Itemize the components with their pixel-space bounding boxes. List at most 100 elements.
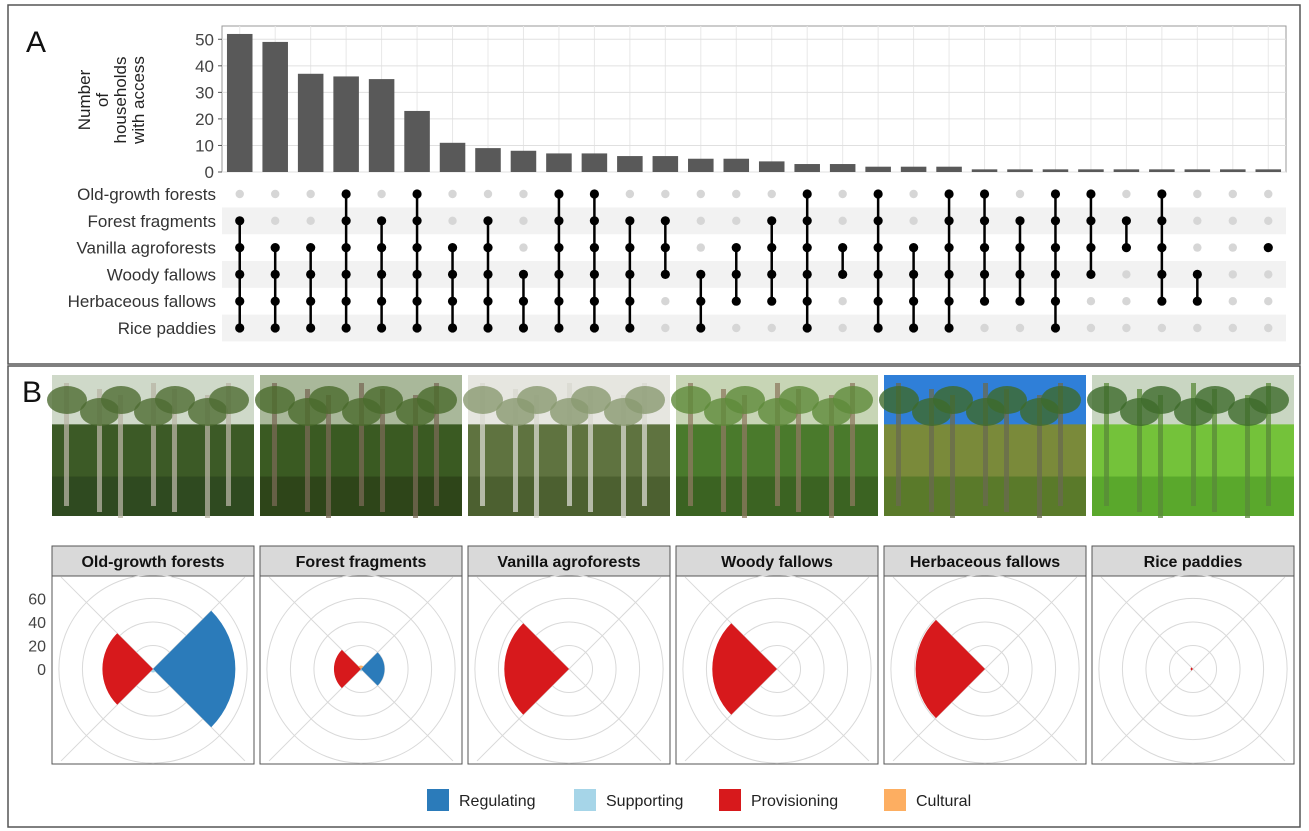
matrix-dot-empty: [271, 189, 280, 199]
facet-header: [51, 545, 255, 577]
photo-canopy: [309, 386, 349, 414]
y-axis-label-line: households: [111, 57, 130, 144]
matrix-dot-filled: [660, 269, 670, 279]
matrix-dot-filled: [909, 269, 919, 279]
matrix-dot-filled: [412, 216, 422, 226]
matrix-dot-empty: [1264, 270, 1273, 279]
polar-gridline: [58, 574, 248, 764]
photo-canopy: [1087, 386, 1127, 414]
facet-title: Forest fragments: [296, 554, 427, 571]
matrix-dot-filled: [731, 296, 741, 306]
y-tick-label: 50: [195, 30, 214, 49]
matrix-dot-filled: [731, 243, 741, 253]
polar-gridline: [913, 597, 1057, 741]
polar-wedge-provisioning: [712, 623, 777, 715]
photo-trunk: [413, 395, 418, 518]
photo-canopy: [155, 386, 195, 414]
legend-label: Cultural: [916, 793, 971, 810]
photo-trunk: [151, 383, 156, 506]
photo-trunk: [929, 389, 934, 512]
photo-trunk: [1245, 395, 1250, 518]
matrix-dot-filled: [306, 243, 316, 253]
panel-a-frame: [7, 4, 1301, 365]
matrix-dot-filled: [1050, 243, 1061, 253]
polar-wedge-regulating: [360, 652, 385, 686]
habitat-photo: [1087, 375, 1294, 518]
matrix-dot-filled: [625, 296, 635, 306]
matrix-dot-filled: [377, 243, 387, 253]
matrix-dot-filled: [235, 323, 245, 333]
matrix-dot-filled: [341, 216, 351, 226]
polar-gridline: [890, 574, 1080, 764]
matrix-dot-filled: [412, 189, 422, 199]
bar: [829, 164, 856, 172]
intersection-bar-chart: 0 10 20 30 40 50 Numberofhouseholdswith access: [75, 25, 1287, 182]
matrix-dot-filled: [1157, 216, 1167, 226]
matrix-dot-empty: [271, 216, 280, 225]
matrix-dot-filled: [802, 323, 812, 333]
photo-trunk: [64, 383, 69, 506]
matrix-dot-empty: [1228, 243, 1238, 252]
photo-canopy: [463, 386, 503, 414]
photo-trunk: [534, 395, 539, 518]
polar-gridline: [1145, 621, 1241, 717]
photo-canopy: [1141, 386, 1181, 414]
photo-canopy: [1195, 386, 1235, 414]
matrix-dot-filled: [341, 269, 351, 279]
set-label: Rice paddies: [118, 319, 216, 338]
y-tick-label: 0: [205, 163, 214, 182]
photo-trunk: [434, 383, 439, 506]
legend-swatch: [884, 789, 906, 811]
matrix-dot-empty: [1193, 323, 1202, 333]
bar: [546, 153, 572, 172]
photo-trunk: [359, 383, 364, 506]
matrix-dot-filled: [944, 269, 954, 279]
polar-wedge-supporting: [150, 669, 156, 673]
matrix-dot-filled: [1121, 216, 1131, 226]
matrix-dot-filled: [1157, 269, 1167, 279]
matrix-dot-filled: [731, 269, 741, 279]
facet-header: [259, 545, 463, 577]
matrix-dot-filled: [1015, 216, 1025, 226]
matrix-dot-empty: [1193, 216, 1202, 225]
matrix-dot-empty: [519, 189, 528, 199]
legend-swatch: [427, 789, 449, 811]
bar: [1113, 169, 1140, 172]
matrix-dot-filled: [554, 189, 564, 199]
bar: [1184, 169, 1211, 172]
matrix-dot-filled: [873, 243, 883, 253]
photo-canopy: [725, 386, 765, 414]
polar-gridline: [1121, 597, 1265, 741]
matrix-dot-filled: [625, 216, 635, 226]
photo-trunk: [1058, 383, 1063, 506]
matrix-dot-filled: [944, 296, 954, 306]
matrix-dot-filled: [1050, 269, 1061, 279]
set-label: Forest fragments: [88, 212, 217, 231]
matrix-dot-filled: [1050, 296, 1061, 306]
matrix-dot-filled: [1015, 243, 1025, 253]
polar-wedges: [102, 610, 236, 728]
photo-canopy: [209, 386, 249, 414]
matrix-dot-filled: [518, 296, 529, 306]
matrix-dot-filled: [447, 323, 458, 333]
matrix-dot-empty: [1122, 323, 1131, 333]
legend-label: Regulating: [459, 793, 536, 810]
photo-trunk: [796, 389, 801, 512]
matrix-row-band: [222, 314, 1286, 342]
matrix-dot-empty: [1264, 189, 1273, 199]
polar-gridline: [705, 597, 849, 741]
matrix-dot-empty: [1264, 216, 1273, 225]
polar-spoke: [568, 668, 662, 762]
matrix-dot-filled: [944, 189, 954, 199]
set-label: Woody fallows: [107, 265, 216, 284]
matrix-dot-filled: [660, 243, 670, 253]
matrix-dot-filled: [554, 243, 564, 253]
bar: [617, 156, 643, 172]
habitat-photo: [879, 375, 1086, 518]
matrix-dot-filled: [696, 323, 706, 333]
matrix-dot-filled: [1192, 296, 1202, 306]
matrix-dot-filled: [979, 216, 990, 226]
photo-trunk: [1104, 383, 1109, 506]
bar: [758, 161, 785, 172]
matrix-dot-filled: [589, 243, 600, 253]
